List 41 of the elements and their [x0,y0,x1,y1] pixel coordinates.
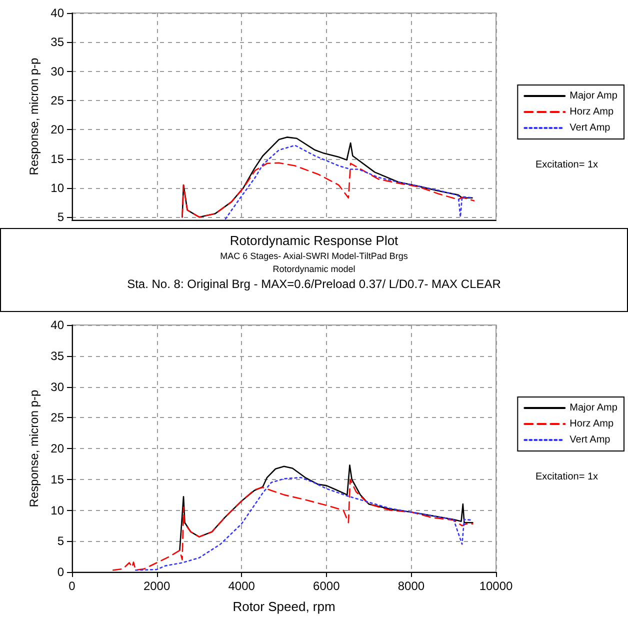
y-tick-label: 5 [57,534,64,548]
text: Excitation= 1x [535,160,598,170]
legend-label: Horz Amp [570,106,614,118]
y-tick-label: 25 [50,93,64,108]
y-tick-label: 40 [50,6,64,20]
x-tick-label: 0 [68,579,76,593]
y-tick-label: 25 [50,410,64,425]
y-axis-title: Response, micron p-p [26,57,41,176]
y-tick-label: 20 [50,442,64,456]
text: Excitation= 1x [535,472,598,482]
y-axis-title: Response, micron p-p [26,389,41,508]
x-axis-title: Rotor Speed, rpm [232,599,336,614]
y-tick-label: 10 [50,503,64,518]
text: Rotordynamic Response Plot [228,233,400,248]
text: MAC 6 Stages- Axial-SWRI Model-TiltPad Brgs [219,251,409,261]
legend-label: Major Amp [570,402,618,414]
y-tick-label: 15 [50,152,64,166]
y-tick-label: 35 [50,348,64,363]
y-tick-label: 30 [50,64,64,78]
text: Sta. No. 8: Original Brg - MAX=0.6/Preload 0.37/ L/D0.7- MAX CLEAR [126,277,502,291]
y-tick-label: 15 [50,472,64,486]
y-tick-label: 35 [50,35,64,50]
y-tick-label: 20 [50,122,64,137]
x-tick-label: 10000 [479,579,514,593]
x-tick-label: 2000 [143,579,170,593]
line-series [224,144,473,220]
x-tick-label: 8000 [398,579,425,593]
y-tick-label: 5 [57,210,64,224]
legend-label: Major Amp [570,90,618,102]
legend-label: Horz Amp [570,418,614,430]
legend-label: Vert Amp [570,434,611,446]
y-tick-label: 0 [57,565,64,579]
y-tick-label: 30 [50,380,64,394]
y-tick-label: 40 [50,318,64,332]
x-tick-label: 6000 [313,579,340,593]
line-series [182,162,475,218]
y-tick-label: 10 [50,180,64,195]
line-series [179,464,474,552]
text: Rotordynamic model [272,264,356,274]
x-tick-label: 4000 [228,579,256,593]
legend-label: Vert Amp [570,122,611,134]
